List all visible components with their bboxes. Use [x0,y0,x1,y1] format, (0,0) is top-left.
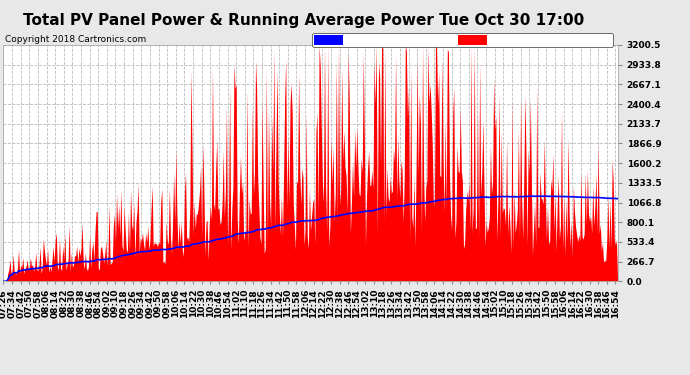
Text: Copyright 2018 Cartronics.com: Copyright 2018 Cartronics.com [5,35,146,44]
Legend: Average  (DC Watts), PV Panels  (DC Watts): Average (DC Watts), PV Panels (DC Watts) [312,33,613,47]
Text: Total PV Panel Power & Running Average Power Tue Oct 30 17:00: Total PV Panel Power & Running Average P… [23,13,584,28]
